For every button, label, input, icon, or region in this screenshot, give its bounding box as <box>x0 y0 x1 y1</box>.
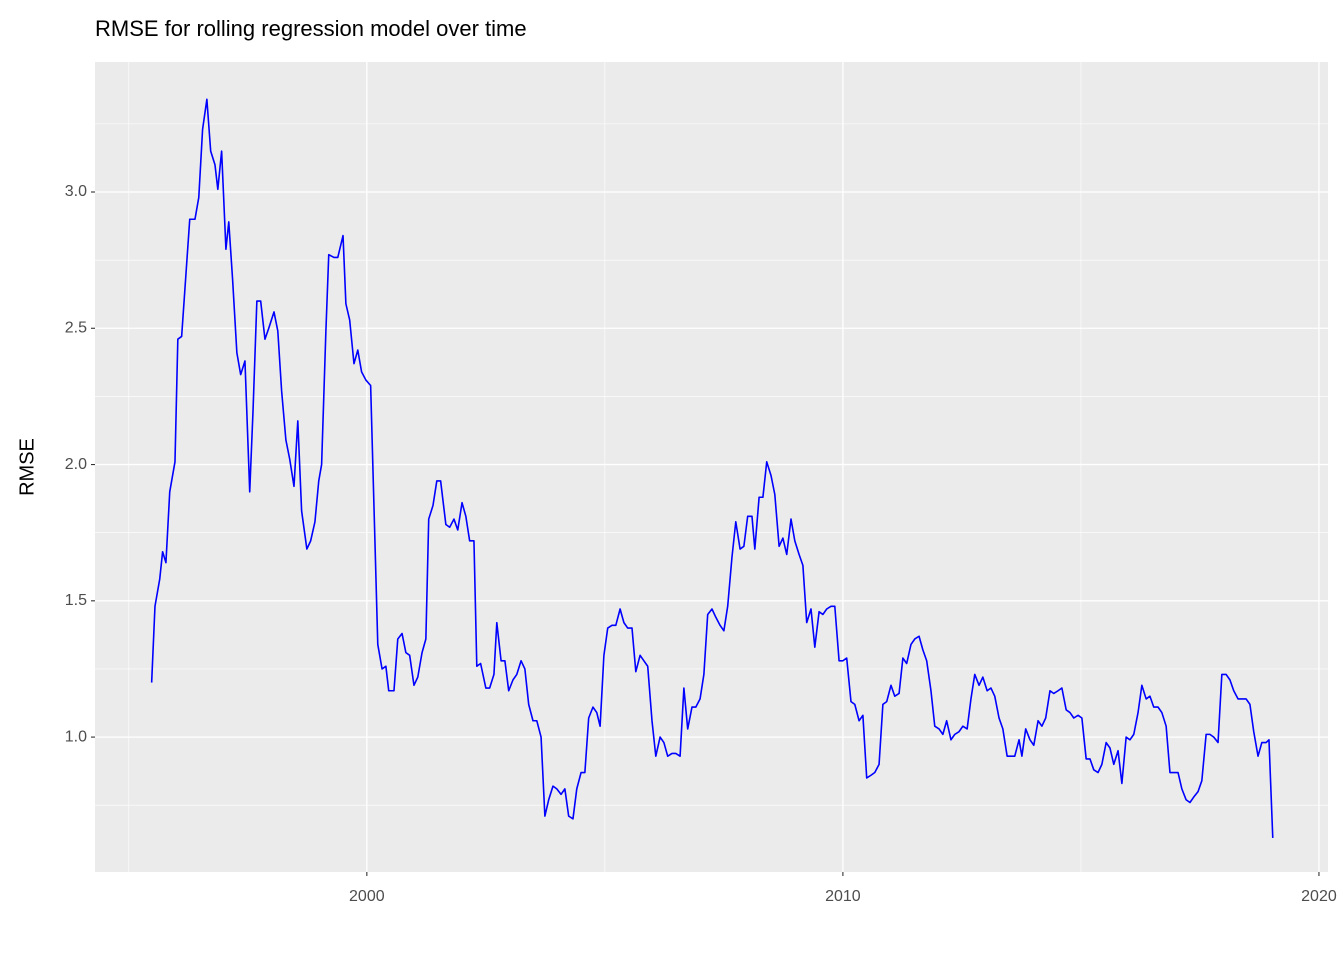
x-tick-label: 2000 <box>349 888 385 905</box>
chart-title: RMSE for rolling regression model over t… <box>95 16 527 41</box>
y-tick-label: 3.0 <box>65 183 87 200</box>
y-axis-label: RMSE <box>16 438 38 496</box>
x-tick-label: 2010 <box>825 888 861 905</box>
data-line <box>150 98 1274 838</box>
x-tick-label: 2020 <box>1301 888 1337 905</box>
y-tick-label: 1.0 <box>65 728 87 745</box>
y-tick-label: 2.0 <box>65 456 87 473</box>
y-tick-label: 2.5 <box>65 319 87 336</box>
y-tick-label: 1.5 <box>65 592 87 609</box>
plot-panel <box>95 62 1328 872</box>
